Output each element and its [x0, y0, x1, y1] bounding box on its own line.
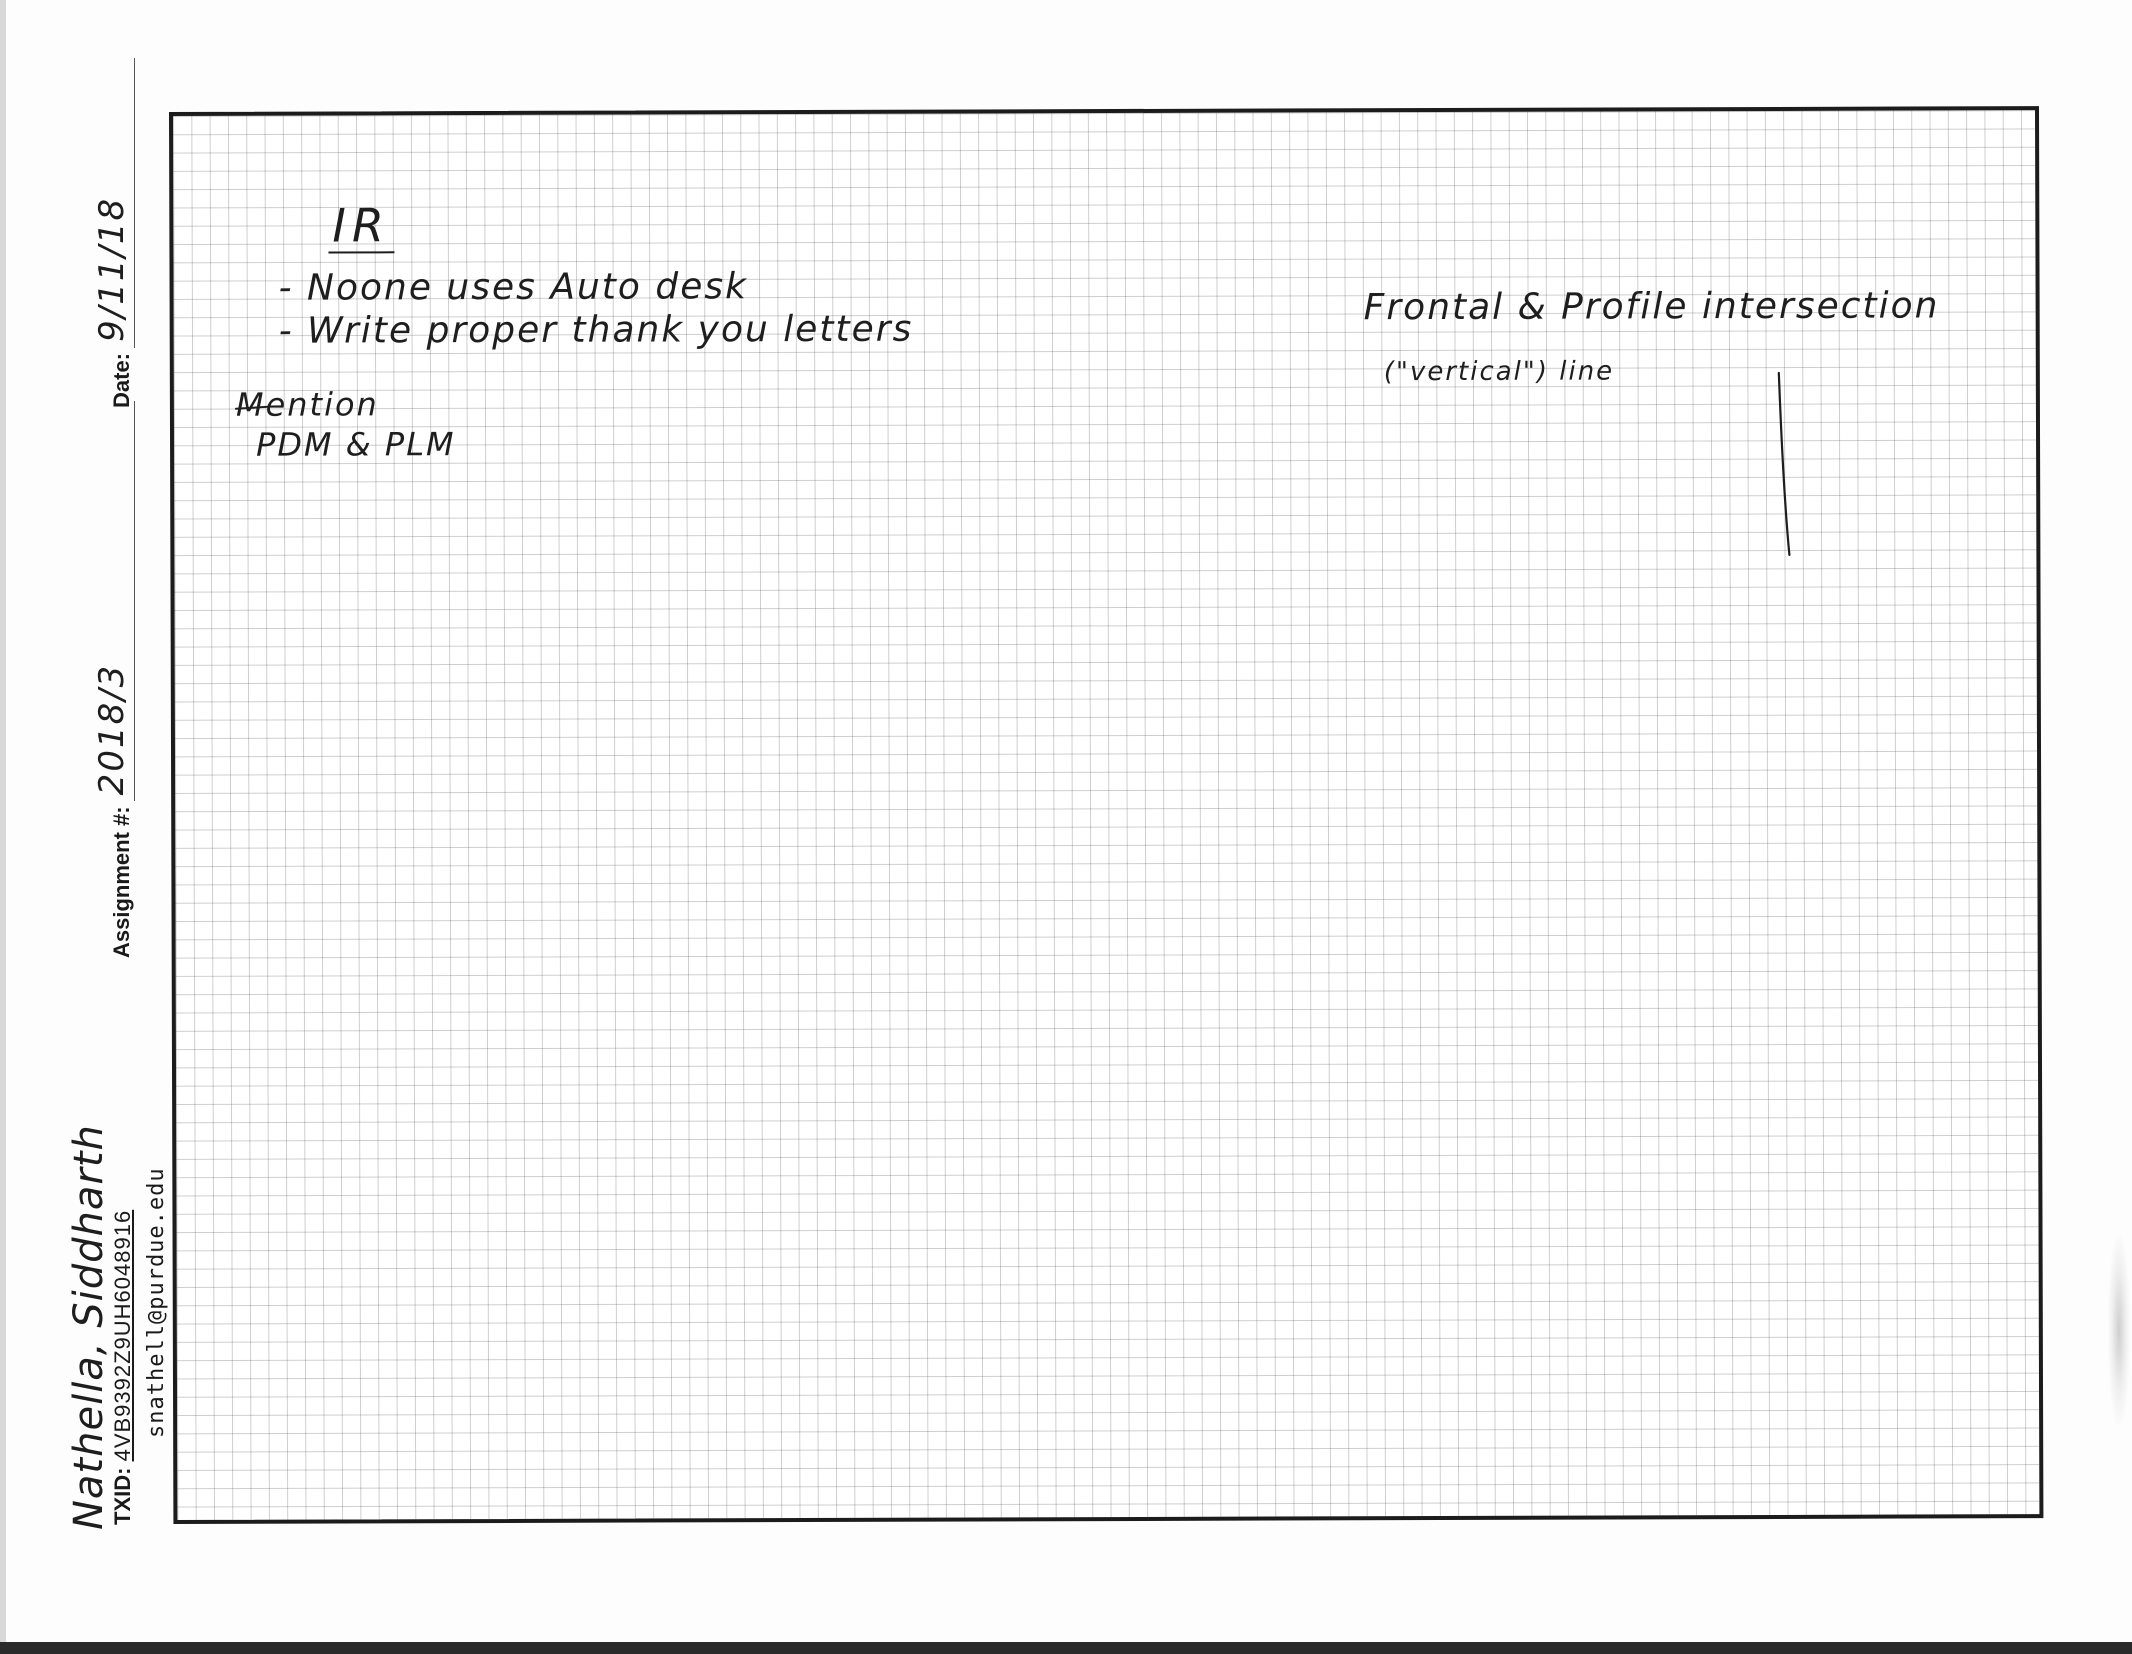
assignment-value: 2018/3	[92, 663, 132, 796]
graph-paper-frame: IR - Noone uses Auto desk - Write proper…	[169, 106, 2044, 1524]
date-field: Date: 9/11/18	[92, 57, 135, 408]
scan-edge-left	[0, 0, 6, 1654]
student-name: Nathella, Siddharth	[66, 1124, 112, 1530]
assignment-rule: 2018/3	[92, 401, 135, 802]
frontal-profile-note: Frontal & Profile intersection	[1363, 285, 1940, 329]
txid-row: TXID: 4VB9392Z9UH6048916	[110, 1210, 135, 1525]
notes-heading: IR	[328, 198, 394, 254]
assignment-label: Assignment #:	[109, 806, 134, 958]
mention-item: PDM & PLM	[255, 425, 456, 464]
txid-value: 4VB9392Z9UH6048916	[110, 1209, 135, 1462]
txid-block: TXID: 4VB9392Z9UH6048916	[110, 1210, 136, 1525]
scan-smudge	[2108, 1235, 2130, 1425]
vertical-line-note: ("vertical") line	[1383, 356, 1615, 388]
mention-strike	[234, 405, 271, 410]
vertical-pen-line	[1777, 371, 1791, 557]
hand-drawn-marks	[234, 371, 1791, 557]
date-rule: 9/11/18	[92, 57, 135, 348]
note-bullet-2: - Write proper thank you letters	[278, 308, 914, 352]
scan-edge-bottom	[0, 1642, 2132, 1654]
mention-label: Mention	[235, 385, 379, 424]
assignment-field: Assignment #: 2018/3	[92, 401, 135, 958]
date-value: 9/11/18	[92, 196, 132, 342]
note-bullet-1: - Noone uses Auto desk	[278, 266, 748, 309]
txid-label: TXID:	[110, 1467, 135, 1525]
date-label: Date:	[109, 352, 134, 408]
student-name-block: Nathella, Siddharth	[66, 1124, 112, 1530]
email-block: snathell@purdue.edu	[144, 1167, 169, 1438]
student-email: snathell@purdue.edu	[144, 1167, 169, 1438]
